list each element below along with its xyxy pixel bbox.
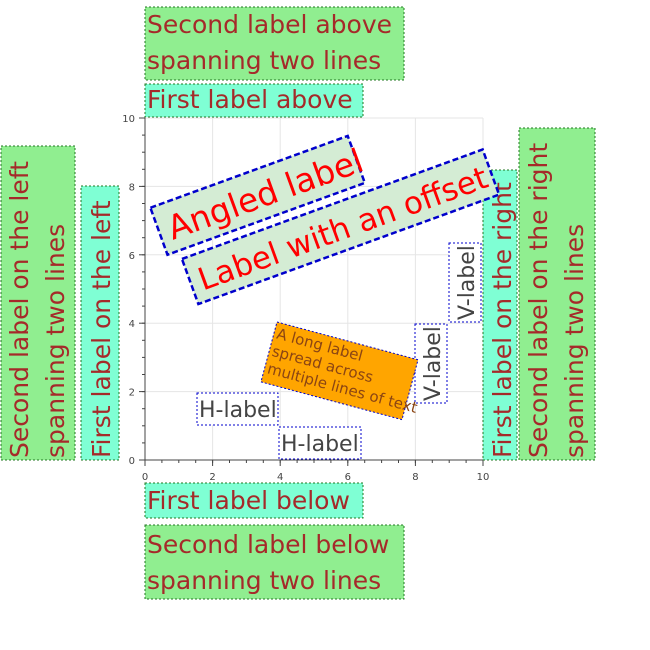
h-label-1-text: H-label	[199, 398, 277, 423]
panel-left-first-text: First label on the left	[87, 200, 116, 458]
x-tick-label: 10	[477, 472, 490, 483]
v-label-2-text: V-label	[455, 245, 480, 320]
h-label-2: H-label	[278, 426, 362, 460]
panel-right-second: Second label on the right spanning two l…	[518, 127, 596, 461]
h-label-1: H-label	[196, 392, 279, 426]
panel-right-first: First label on the right	[482, 169, 518, 461]
panel-left-second: Second label on the left spanning two li…	[0, 145, 76, 461]
v-label-2: V-label	[448, 242, 482, 323]
chart-axes: 0 2 4 6 8 10 0 2 4 6 8 10	[122, 114, 489, 483]
y-tick-label: 8	[129, 182, 135, 193]
x-tick-label: 2	[209, 472, 215, 483]
h-label-2-text: H-label	[281, 432, 359, 457]
v-label-1-text: V-label	[421, 326, 446, 401]
x-tick-label: 8	[412, 472, 418, 483]
y-tick-label: 10	[122, 114, 135, 125]
panel-below-first: First label below	[144, 482, 364, 519]
x-tick-label: 0	[142, 472, 148, 483]
panel-above-second-text: Second label above spanning two lines	[147, 10, 400, 75]
long-label: A long label spread across multiple line…	[260, 321, 419, 421]
y-tick-label: 2	[129, 388, 135, 399]
panel-right-second-text: Second label on the right spanning two l…	[524, 135, 589, 458]
panel-left-first: First label on the left	[80, 185, 120, 461]
panel-left-second-text: Second label on the left spanning two li…	[5, 153, 70, 458]
v-label-1: V-label	[414, 323, 448, 404]
panel-above-first-text: First label above	[147, 85, 353, 114]
x-tick-label: 6	[345, 472, 351, 483]
x-tick-label: 4	[277, 472, 283, 483]
panel-below-first-text: First label below	[147, 486, 350, 515]
y-tick-label: 4	[129, 319, 135, 330]
y-tick-label: 0	[129, 456, 135, 467]
panel-above-first: First label above	[144, 83, 364, 118]
panel-below-second-text: Second label below spanning two lines	[147, 530, 397, 595]
panel-below-second: Second label below spanning two lines	[144, 524, 405, 600]
y-tick-label: 6	[129, 251, 135, 262]
panel-right-first-text: First label on the right	[488, 182, 517, 458]
panel-above-second: Second label above spanning two lines	[144, 6, 405, 81]
